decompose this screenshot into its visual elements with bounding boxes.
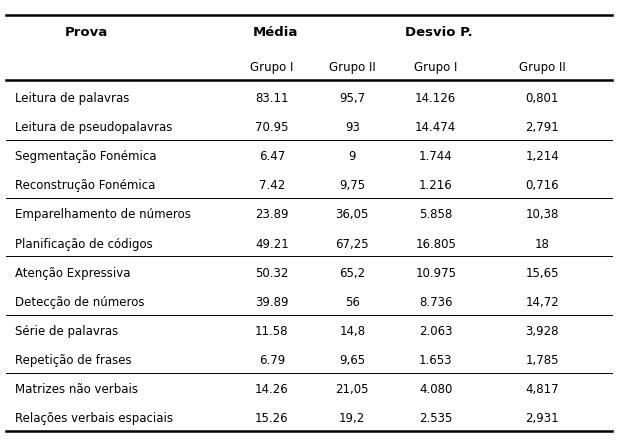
Text: Matrizes não verbais: Matrizes não verbais: [15, 383, 138, 396]
Text: Emparelhamento de números: Emparelhamento de números: [15, 209, 192, 221]
Text: 9,65: 9,65: [339, 354, 365, 367]
Text: 6.47: 6.47: [259, 150, 285, 163]
Text: Leitura de pseudopalavras: Leitura de pseudopalavras: [15, 121, 173, 134]
Text: 10,38: 10,38: [525, 209, 559, 221]
Text: 2.063: 2.063: [419, 325, 452, 338]
Text: 16.805: 16.805: [415, 237, 456, 251]
Text: 14,8: 14,8: [339, 325, 365, 338]
Text: 21,05: 21,05: [336, 383, 369, 396]
Text: 10.975: 10.975: [415, 267, 456, 280]
Text: 36,05: 36,05: [336, 209, 369, 221]
Text: Média: Média: [252, 26, 298, 38]
Text: 15.26: 15.26: [255, 412, 289, 425]
Text: Atenção Expressiva: Atenção Expressiva: [15, 267, 131, 280]
Text: 65,2: 65,2: [339, 267, 365, 280]
Text: 9: 9: [349, 150, 356, 163]
Text: 83.11: 83.11: [255, 92, 289, 105]
Text: Detecção de números: Detecção de números: [15, 296, 145, 309]
Text: 1.653: 1.653: [419, 354, 452, 367]
Text: 7.42: 7.42: [259, 179, 285, 192]
Text: 4,817: 4,817: [525, 383, 559, 396]
Text: 18: 18: [535, 237, 550, 251]
Text: Grupo I: Grupo I: [250, 61, 294, 74]
Text: 14.126: 14.126: [415, 92, 456, 105]
Text: 11.58: 11.58: [255, 325, 289, 338]
Text: Segmentação Fonémica: Segmentação Fonémica: [15, 150, 157, 163]
Text: Série de palavras: Série de palavras: [15, 325, 119, 338]
Text: Repetição de frases: Repetição de frases: [15, 354, 132, 367]
Text: 0,801: 0,801: [525, 92, 559, 105]
Text: 19,2: 19,2: [339, 412, 365, 425]
Text: 2,931: 2,931: [525, 412, 559, 425]
Text: 93: 93: [345, 121, 360, 134]
Text: 2.535: 2.535: [419, 412, 452, 425]
Text: 8.736: 8.736: [419, 296, 452, 309]
Text: 14,72: 14,72: [525, 296, 559, 309]
Text: 23.89: 23.89: [255, 209, 289, 221]
Text: Prova: Prova: [65, 26, 108, 38]
Text: 0,716: 0,716: [525, 179, 559, 192]
Text: 39.89: 39.89: [255, 296, 289, 309]
Text: Reconstrução Fonémica: Reconstrução Fonémica: [15, 179, 156, 192]
Text: Relações verbais espaciais: Relações verbais espaciais: [15, 412, 174, 425]
Text: 5.858: 5.858: [419, 209, 452, 221]
Text: 14.26: 14.26: [255, 383, 289, 396]
Text: 1.216: 1.216: [419, 179, 452, 192]
Text: Planificação de códigos: Planificação de códigos: [15, 237, 153, 251]
Text: Desvio P.: Desvio P.: [405, 26, 473, 38]
Text: 15,65: 15,65: [525, 267, 559, 280]
Text: 6.79: 6.79: [259, 354, 285, 367]
Text: 49.21: 49.21: [255, 237, 289, 251]
Text: 1,214: 1,214: [525, 150, 559, 163]
Text: 1,785: 1,785: [525, 354, 559, 367]
Text: 2,791: 2,791: [525, 121, 559, 134]
Text: Leitura de palavras: Leitura de palavras: [15, 92, 130, 105]
Text: 1.744: 1.744: [419, 150, 452, 163]
Text: Grupo I: Grupo I: [414, 61, 457, 74]
Text: 95,7: 95,7: [339, 92, 365, 105]
Text: 67,25: 67,25: [336, 237, 369, 251]
Text: 3,928: 3,928: [525, 325, 559, 338]
Text: 4.080: 4.080: [419, 383, 452, 396]
Text: 50.32: 50.32: [255, 267, 289, 280]
Text: Grupo II: Grupo II: [329, 61, 376, 74]
Text: 9,75: 9,75: [339, 179, 365, 192]
Text: 56: 56: [345, 296, 360, 309]
Text: 70.95: 70.95: [255, 121, 289, 134]
Text: Grupo II: Grupo II: [519, 61, 565, 74]
Text: 14.474: 14.474: [415, 121, 456, 134]
